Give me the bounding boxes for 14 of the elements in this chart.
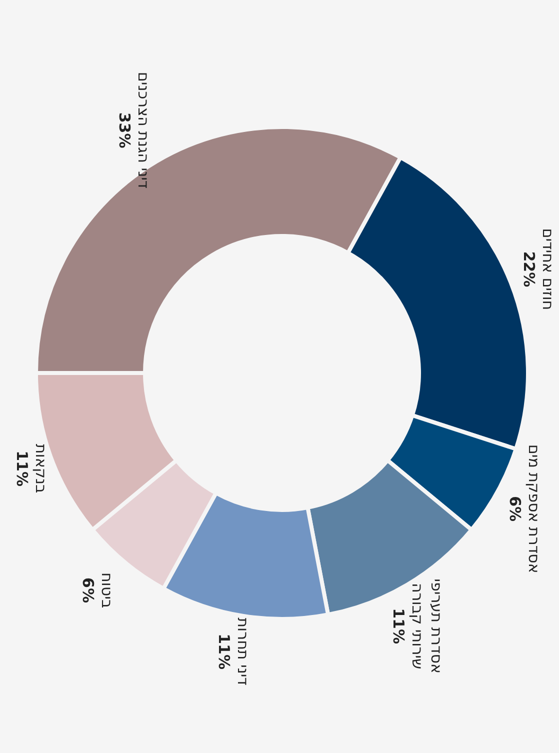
slice-label: דיני תחרות — [234, 618, 252, 686]
data-label: 33% — [115, 112, 134, 148]
slice-label: חוזים אחידים — [539, 228, 557, 310]
slice-label: ביטוח — [98, 572, 116, 608]
data-label: 11% — [13, 450, 31, 486]
data-label: 11% — [390, 608, 408, 644]
data-label: 6% — [79, 578, 98, 604]
data-label: 11% — [214, 634, 233, 670]
slice-label: אסדרת תעריפי שירותי קבורה — [408, 578, 446, 674]
slice-label: דיני הגנת הצרכנים — [134, 72, 152, 189]
slice-label: בנקאות — [32, 444, 50, 494]
data-label: 6% — [506, 496, 524, 522]
data-label: 22% — [520, 251, 538, 288]
slice-label: אסדרת אספקת מים — [525, 444, 544, 574]
